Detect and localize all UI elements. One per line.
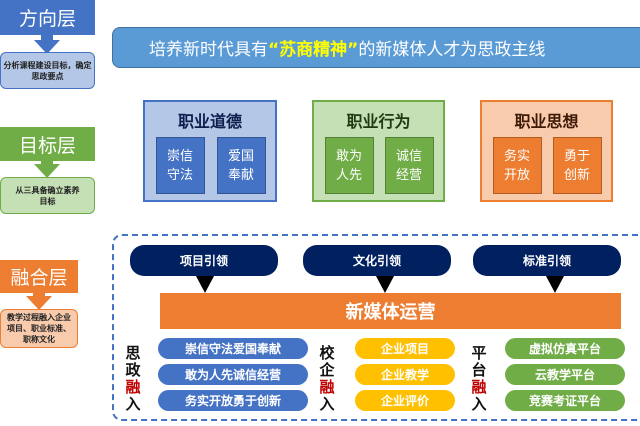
label-char: 企 [319,361,335,379]
arrow-down-icon [41,161,53,166]
group-item: 爱国奉献 [217,137,266,194]
lead-culture: 文化引领 [303,245,451,276]
triangle-arrow-icon [196,276,214,293]
group-professional-ethics: 职业道德 崇信守法 爱国奉献 [143,100,277,202]
arrow-down-icon [34,40,60,54]
ideology-item: 敢为人先诚信经营 [158,364,308,385]
label-char: 入 [125,395,141,413]
platform-item: 虚拟仿真平台 [505,338,625,359]
label-char: 校 [319,344,335,362]
group-item: 崇信守法 [156,137,205,194]
triangle-arrow-icon [546,276,564,293]
layer-fusion: 融合层 [0,260,78,293]
fusion-container [112,234,640,421]
ideology-item: 崇信守法爱国奉献 [158,338,308,359]
layer-direction: 方向层 [0,0,95,35]
layer-goal-desc: 从三具备确立素养目标 [0,177,95,214]
platform-item: 云教学平台 [505,364,625,385]
layer-direction-desc: 分析课程建设目标，确定思政要点 [0,52,95,89]
ideology-item: 务实开放勇于创新 [158,390,308,411]
arrow-down-icon [34,164,60,178]
label-char: 入 [319,395,335,413]
label-ideology-integration: 思政融入 [124,345,142,413]
group-professional-thought: 职业思想 务实开放 勇于创新 [480,100,613,202]
label-char: 入 [471,395,487,413]
banner-pre: 培养新时代具有 [149,40,268,60]
group-title: 职业行为 [346,112,411,131]
group-item: 敢为人先 [325,137,374,194]
group-item: 勇于创新 [553,137,602,194]
label-char: 思 [125,344,141,362]
enterprise-item: 企业项目 [355,338,455,359]
label-school-enterprise-integration: 校企融入 [318,345,336,413]
triangle-arrow-icon [376,276,394,293]
layer-fusion-desc: 教学过程融入企业项目、职业标准、职称文化 [0,309,78,348]
label-platform-integration: 平台融入 [470,345,488,413]
label-char: 政 [125,361,141,379]
group-item: 务实开放 [493,137,542,194]
banner-post: 的新媒体人才为思政主线 [358,40,546,60]
layer-goal: 目标层 [0,127,95,161]
new-media-operation-bar: 新媒体运营 [160,293,621,329]
label-char: 平 [471,344,487,362]
group-professional-behavior: 职业行为 敢为人先 诚信经营 [312,100,445,202]
arrow-down-icon [33,293,45,297]
arrow-down-icon [41,35,53,41]
label-char: 融 [125,378,141,396]
platform-item: 竞赛考证平台 [505,390,625,411]
label-char: 融 [319,378,335,396]
group-title: 职业思想 [514,112,579,131]
group-title: 职业道德 [177,112,242,131]
label-char: 台 [471,361,487,379]
main-line-banner: 培养新时代具有 “苏商精神” 的新媒体人才为思政主线 [112,27,640,68]
enterprise-item: 企业教学 [355,364,455,385]
lead-standard: 标准引领 [473,245,621,276]
banner-highlight: “苏商精神” [268,40,359,60]
enterprise-item: 企业评价 [355,390,455,411]
label-char: 融 [471,378,487,396]
lead-project: 项目引领 [130,245,278,276]
group-item: 诚信经营 [385,137,434,194]
arrow-down-icon [26,296,52,310]
